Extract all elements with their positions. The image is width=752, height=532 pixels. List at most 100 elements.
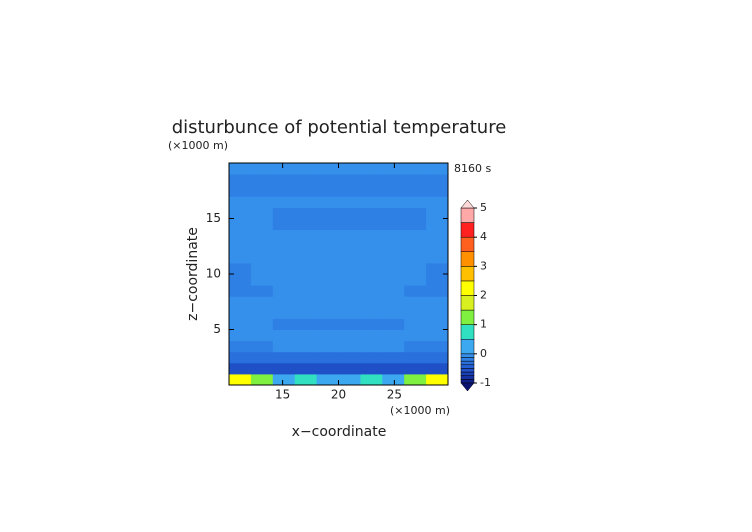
contour-cell bbox=[316, 251, 339, 264]
contour-cell bbox=[272, 163, 296, 175]
contour-cell bbox=[250, 362, 274, 375]
contour-cell bbox=[316, 218, 339, 231]
contour-cell bbox=[294, 207, 318, 219]
contour-cell bbox=[382, 285, 405, 297]
contour-cell bbox=[426, 196, 449, 208]
contour-cell bbox=[316, 285, 339, 297]
contour-cell bbox=[294, 329, 318, 342]
contour-cell bbox=[229, 240, 252, 253]
y-tick-label: 10 bbox=[206, 267, 221, 281]
contour-cell bbox=[338, 207, 361, 219]
contour-cell bbox=[426, 373, 449, 386]
contour-cell bbox=[294, 373, 318, 386]
colorbar-tick-label: 1 bbox=[480, 318, 487, 331]
contour-cell bbox=[338, 174, 361, 186]
contour-cell bbox=[426, 296, 449, 308]
contour-cell bbox=[272, 240, 296, 253]
contour-cell bbox=[316, 318, 339, 330]
contour-cell bbox=[250, 318, 274, 330]
colorbar-band bbox=[460, 339, 475, 355]
contour-cell bbox=[229, 285, 252, 297]
contour-cell bbox=[382, 351, 405, 364]
contour-cell bbox=[404, 351, 427, 364]
contour-cell bbox=[426, 218, 449, 231]
colorbar-over bbox=[460, 199, 475, 209]
contour-cell bbox=[250, 196, 274, 208]
contour-cell bbox=[316, 229, 339, 242]
contour-cell bbox=[360, 185, 383, 197]
contour-cell bbox=[360, 229, 383, 242]
contour-cell bbox=[316, 351, 339, 364]
contour-cell bbox=[338, 251, 361, 264]
contour-cell bbox=[272, 285, 296, 297]
contour-cell bbox=[360, 207, 383, 219]
contour-cell bbox=[360, 163, 383, 175]
contour-cell bbox=[382, 373, 405, 386]
contour-cell bbox=[382, 229, 405, 242]
y-tick-label: 5 bbox=[213, 322, 221, 336]
colorbar-tick-label: 3 bbox=[480, 259, 487, 272]
contour-cell bbox=[360, 218, 383, 231]
colorbar-band bbox=[460, 222, 475, 238]
contour-cell bbox=[360, 240, 383, 253]
colorbar-band bbox=[460, 251, 475, 267]
contour-cell bbox=[426, 251, 449, 264]
contour-cell bbox=[382, 340, 405, 353]
contour-cell bbox=[338, 240, 361, 253]
contour-cell bbox=[229, 362, 252, 375]
contour-cell bbox=[316, 196, 339, 208]
contour-cell bbox=[360, 274, 383, 286]
contour-cell bbox=[338, 196, 361, 208]
colorbar-band bbox=[460, 324, 475, 340]
contour-cell bbox=[360, 351, 383, 364]
contour-cell bbox=[426, 240, 449, 253]
contour-cell bbox=[360, 362, 383, 375]
contour-cell bbox=[272, 362, 296, 375]
contour-cell bbox=[250, 340, 274, 353]
contour-cell bbox=[426, 207, 449, 219]
contour-cell bbox=[294, 185, 318, 197]
contour-cell bbox=[360, 318, 383, 330]
x-unit: (×1000 m) bbox=[390, 404, 450, 417]
contour-cell bbox=[316, 163, 339, 175]
contour-cell bbox=[250, 251, 274, 264]
contour-cell bbox=[229, 185, 252, 197]
colorbar-band bbox=[460, 368, 475, 373]
contour-cell bbox=[272, 340, 296, 353]
colorbar-band bbox=[460, 371, 475, 376]
contour-cell bbox=[382, 185, 405, 197]
contour-cell bbox=[404, 207, 427, 219]
contour-cell bbox=[426, 340, 449, 353]
contour-cell bbox=[229, 307, 252, 319]
contour-cell bbox=[382, 251, 405, 264]
contour-cell bbox=[338, 296, 361, 308]
contour-cell bbox=[338, 351, 361, 364]
contour-cell bbox=[250, 229, 274, 242]
colorbar-tick-label: 0 bbox=[480, 347, 487, 360]
contour-cell bbox=[229, 318, 252, 330]
contour-cell bbox=[229, 351, 252, 364]
contour-cell bbox=[250, 373, 274, 386]
contour-cell bbox=[382, 296, 405, 308]
contour-cell bbox=[338, 362, 361, 375]
contour-cell bbox=[294, 307, 318, 319]
contour-cell bbox=[338, 229, 361, 242]
contour-cell bbox=[338, 307, 361, 319]
contour-cell bbox=[404, 318, 427, 330]
contour-cell bbox=[404, 307, 427, 319]
contour-cell bbox=[272, 274, 296, 286]
contour-cell bbox=[404, 285, 427, 297]
contour-cell bbox=[338, 318, 361, 330]
contour-cell bbox=[250, 174, 274, 186]
contour-cell bbox=[250, 240, 274, 253]
contour-cell bbox=[316, 340, 339, 353]
contour-cell bbox=[229, 329, 252, 342]
contour-cell bbox=[272, 318, 296, 330]
contour-cell bbox=[229, 218, 252, 231]
contour-cell bbox=[250, 351, 274, 364]
contour-cell bbox=[316, 307, 339, 319]
contour-cell bbox=[426, 362, 449, 375]
contour-cell bbox=[294, 285, 318, 297]
contour-cell bbox=[272, 351, 296, 364]
chart-title: disturbunce of potential temperature bbox=[172, 117, 507, 138]
